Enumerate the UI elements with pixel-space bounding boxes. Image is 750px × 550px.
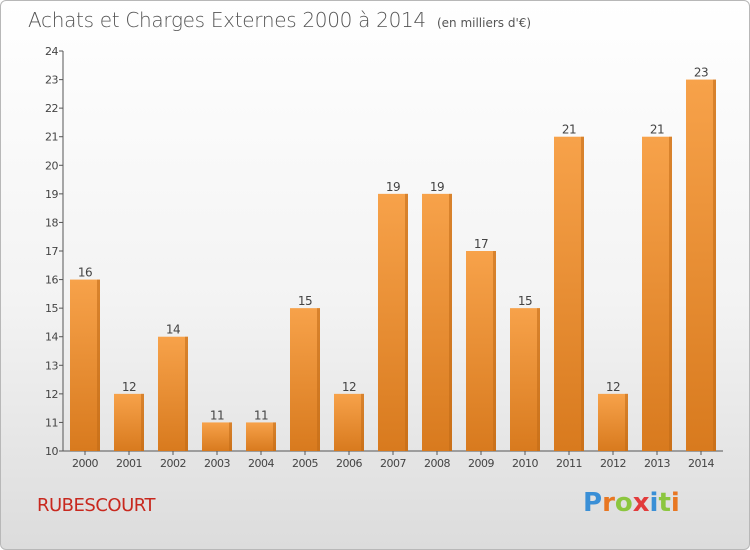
bar-value-label: 21	[562, 123, 576, 137]
y-tick-label: 17	[45, 245, 58, 258]
y-tick-label: 18	[45, 216, 58, 229]
bar-shade	[273, 422, 276, 451]
x-tick-label: 2008	[424, 457, 450, 470]
logo-letter: o	[614, 488, 633, 518]
x-tick-label: 2003	[204, 457, 230, 470]
bar-value-label: 17	[474, 237, 488, 251]
proxiti-logo[interactable]: Proxiti	[583, 488, 680, 518]
y-tick-label: 23	[45, 74, 58, 87]
bar-value-label: 12	[606, 380, 620, 394]
y-tick-label: 12	[45, 388, 58, 401]
bar-value-label: 21	[650, 123, 664, 137]
x-tick-label: 2013	[644, 457, 670, 470]
bar-value-label: 12	[122, 380, 136, 394]
bar-value-label: 14	[166, 323, 180, 337]
x-tick-label: 2011	[556, 457, 582, 470]
logo-letter: i	[670, 488, 680, 518]
bar	[114, 393, 144, 451]
x-tick-label: 2001	[116, 457, 142, 470]
bar-shade	[229, 422, 232, 451]
logo-letter: i	[649, 488, 659, 518]
x-tick-label: 2014	[688, 457, 714, 470]
bar-shade	[317, 308, 320, 451]
bar-shade	[97, 279, 100, 451]
y-tick-label: 13	[45, 359, 58, 372]
logo-letter: x	[632, 488, 650, 518]
chart-title-text: Achats et Charges Externes 2000 à 2014	[28, 8, 426, 32]
x-tick-label: 2007	[380, 457, 406, 470]
bar-shade	[361, 393, 364, 451]
bar	[466, 251, 496, 451]
logo-letter: r	[602, 488, 615, 518]
x-tick-label: 2000	[72, 457, 98, 470]
bar-shade	[493, 251, 496, 451]
y-tick-label: 11	[45, 416, 58, 429]
bar-value-label: 15	[298, 294, 312, 308]
bar	[70, 279, 100, 451]
bar-shade	[405, 193, 408, 451]
chart-unit-note: (en milliers d'€)	[436, 16, 532, 30]
commune-name: RUBESCOURT	[37, 495, 155, 516]
bar-value-label: 11	[254, 408, 268, 422]
bar-value-label: 12	[342, 380, 356, 394]
logo-letter: P	[583, 488, 603, 518]
y-tick-label: 24	[45, 45, 58, 58]
bar-shade	[581, 136, 584, 451]
bar-value-label: 11	[210, 408, 224, 422]
bar	[554, 136, 584, 451]
x-tick-label: 2004	[248, 457, 274, 470]
bar	[422, 193, 452, 451]
y-tick-label: 16	[45, 274, 58, 287]
bar	[334, 393, 364, 451]
y-tick-label: 20	[45, 159, 58, 172]
bar	[378, 193, 408, 451]
bar-value-label: 19	[386, 180, 400, 194]
y-tick-label: 10	[45, 445, 58, 458]
x-tick-label: 2009	[468, 457, 494, 470]
y-tick-label: 14	[45, 331, 58, 344]
x-tick-label: 2005	[292, 457, 318, 470]
bar-shade	[669, 136, 672, 451]
bar-shade	[713, 79, 716, 452]
bar-shade	[537, 308, 540, 451]
bar-shade	[141, 393, 144, 451]
bar	[510, 308, 540, 451]
bar	[686, 79, 716, 452]
bar-value-label: 23	[694, 66, 708, 80]
bar-shade	[185, 336, 188, 451]
y-tick-label: 21	[45, 131, 58, 144]
bar	[598, 393, 628, 451]
bar	[202, 422, 232, 451]
x-tick-label: 2010	[512, 457, 538, 470]
bar-value-label: 15	[518, 294, 532, 308]
logo-letter: t	[658, 488, 671, 518]
x-tick-label: 2012	[600, 457, 626, 470]
y-tick-label: 22	[45, 102, 58, 115]
bar-value-label: 19	[430, 180, 444, 194]
y-tick-label: 19	[45, 188, 58, 201]
bar-shade	[449, 193, 452, 451]
bar	[290, 308, 320, 451]
bar	[158, 336, 188, 451]
x-tick-label: 2002	[160, 457, 186, 470]
bar	[246, 422, 276, 451]
bar-shade	[625, 393, 628, 451]
bar	[642, 136, 672, 451]
bar-value-label: 16	[78, 266, 92, 280]
y-tick-label: 15	[45, 302, 58, 315]
x-tick-label: 2006	[336, 457, 362, 470]
chart-title: Achats et Charges Externes 2000 à 2014 (…	[28, 8, 531, 32]
